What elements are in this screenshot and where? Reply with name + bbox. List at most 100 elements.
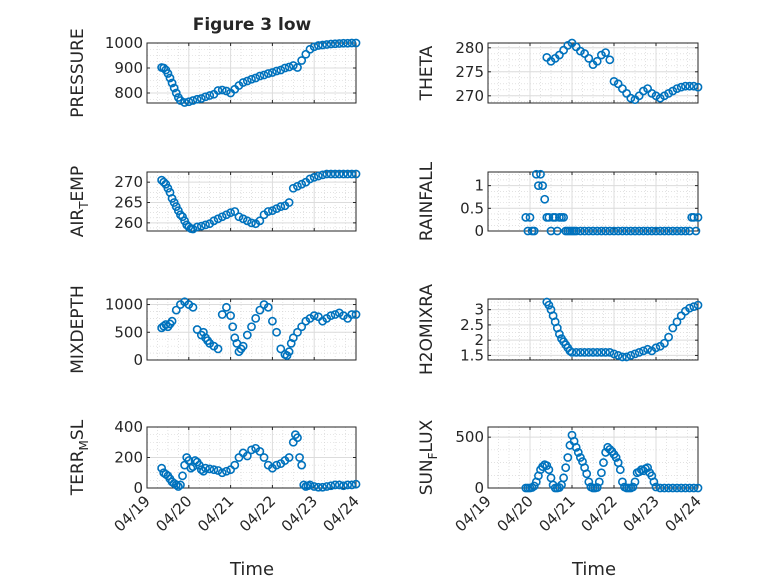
data-point [272,327,281,337]
data-point [184,97,194,107]
data-point [343,169,353,179]
data-point [326,169,336,179]
x-tick-label: 04/19 [452,492,495,535]
data-point [347,310,357,319]
y-tick-label: 400 [114,418,143,436]
data-point [297,179,307,189]
data-point [251,314,261,323]
y-tick-label: 500 [114,323,143,341]
data-point [660,338,669,348]
data-point [605,444,615,454]
data-point [284,62,294,72]
data-point [618,226,627,236]
data-point [672,226,682,236]
data-point [685,226,694,236]
data-point [184,456,194,465]
y-tick-label: 1000 [105,296,143,314]
data-point [544,300,554,310]
data-point [313,171,323,181]
data-point [643,226,652,236]
data-point [276,65,286,75]
data-point [681,226,690,236]
data-point [267,316,277,326]
data-point [234,212,244,222]
data-point [305,174,315,184]
data-point [205,91,215,100]
data-point [613,226,623,236]
data-point [222,466,231,476]
data-point [676,226,686,236]
subplot-air-temp: 260 265 270 AIRTEMP [68,166,361,237]
axes-box [146,42,357,104]
data-point [209,216,219,226]
data-point [584,226,594,236]
data-point [351,38,361,48]
subplot-rainfall: 0 0.5 1 RAINFALL [417,161,703,241]
data-point [660,226,669,236]
y-tick-label: 0 [133,479,143,497]
data-point [186,463,196,473]
data-point [330,39,340,49]
y-tick-label: 270 [455,87,484,105]
data-point [634,347,644,357]
data-point [582,469,592,479]
data-point [272,66,281,76]
data-point [643,344,652,354]
data-point [318,482,327,492]
data-point [309,42,319,52]
data-point [251,73,261,83]
data-point [601,226,610,236]
data-point [276,202,286,211]
data-point [178,471,187,481]
data-point [605,347,615,357]
axes-box [487,298,699,361]
data-point [563,453,573,462]
y-axis-label: THETA [417,45,437,101]
data-point [242,216,252,226]
data-point [664,226,673,236]
y-axis-label: SUNFLUX [417,419,440,495]
data-point [660,483,669,493]
data-point [334,39,344,48]
data-point [639,226,648,236]
data-point [276,344,286,354]
data-point [247,322,256,332]
data-point [201,92,210,102]
x-axis-label-left: Time [229,559,274,580]
data-point [651,343,661,353]
data-point [176,210,185,220]
data-point [343,38,353,48]
data-point [521,212,531,222]
data-point [192,94,202,104]
data-point [618,477,627,487]
data-point [201,463,210,473]
y-tick-label: 500 [455,428,484,446]
data-point [622,226,631,236]
data-point [649,477,659,487]
data-point [247,218,256,228]
data-point [263,302,273,312]
data-point [217,85,227,95]
data-point [217,468,227,478]
y-tick-label: 3 [474,301,484,319]
data-point [238,341,248,351]
x-tick-label: 04/23 [278,492,321,535]
data-point [196,221,206,231]
y-tick-label: 1000 [105,34,143,52]
data-point [213,86,223,95]
data-point [297,322,307,332]
y-axis-label: RAINFALL [417,161,437,241]
y-tick-label: 270 [114,173,143,191]
data-point [601,48,610,57]
data-point [681,81,690,91]
data-point [529,226,539,236]
subplot-sun-flux: 0 500 SUNFLUX 04/1904/2004/2104/2204/2304/2… [417,419,705,535]
data-point [297,460,307,470]
data-point [230,207,240,216]
data-point [326,311,336,321]
data-point [330,310,340,319]
data-point [601,347,610,357]
data-point [588,347,598,357]
y-tick-label: 1.5 [460,346,484,364]
